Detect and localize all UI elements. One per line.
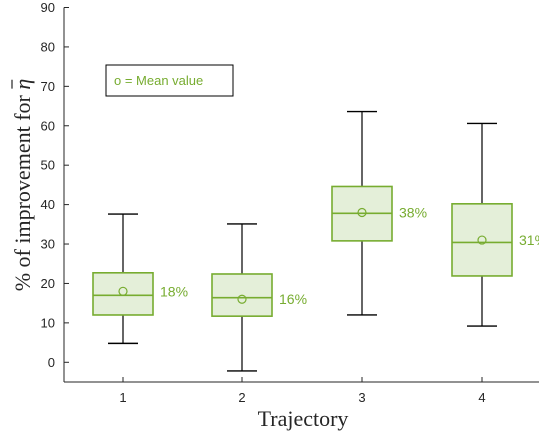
y-axis-label: % of improvement for η bbox=[10, 79, 35, 292]
mean-marker bbox=[477, 235, 487, 245]
y-ticks: 0 10 20 30 40 50 60 70 80 90 bbox=[41, 0, 69, 370]
y-tick-label: 30 bbox=[41, 237, 55, 252]
mean-marker bbox=[357, 207, 367, 218]
y-tick-label: 0 bbox=[48, 355, 55, 370]
y-tick-label: 40 bbox=[41, 197, 55, 212]
iqr-box bbox=[211, 273, 273, 317]
mean-percent-label: 31% bbox=[519, 232, 539, 248]
box-1: 18% bbox=[92, 213, 188, 345]
mean-percent-label: 16% bbox=[279, 291, 307, 307]
y-axis-label-symbol: η bbox=[10, 79, 35, 90]
legend: o = Mean value bbox=[105, 64, 234, 97]
box-3: 38% bbox=[331, 110, 427, 316]
box-4: 31% bbox=[451, 122, 539, 327]
y-tick-label: 60 bbox=[41, 118, 55, 133]
x-tick-label: 3 bbox=[358, 390, 365, 405]
y-axis-label-prefix: % of improvement for bbox=[10, 90, 35, 292]
iqr-box bbox=[92, 272, 154, 316]
iqr-box bbox=[451, 203, 513, 277]
y-tick-label: 90 bbox=[41, 0, 55, 15]
mean-percent-label: 38% bbox=[399, 204, 427, 220]
axes bbox=[63, 7, 539, 383]
boxes: 18% 16% 38% 31% bbox=[92, 110, 539, 372]
y-tick-label: 10 bbox=[41, 315, 55, 330]
x-ticks: 1 2 3 4 bbox=[119, 377, 486, 405]
legend-text: o = Mean value bbox=[114, 73, 203, 88]
x-axis-label: Trajectory bbox=[258, 406, 349, 431]
y-tick-label: 70 bbox=[41, 79, 55, 94]
y-tick-label: 50 bbox=[41, 158, 55, 173]
y-tick-label: 20 bbox=[41, 276, 55, 291]
mean-marker bbox=[237, 294, 247, 304]
x-tick-label: 4 bbox=[478, 390, 485, 405]
mean-percent-label: 18% bbox=[160, 283, 188, 299]
y-tick-label: 80 bbox=[41, 39, 55, 54]
x-tick-label: 2 bbox=[238, 390, 245, 405]
legend-box bbox=[105, 64, 234, 97]
x-tick-label: 1 bbox=[119, 390, 126, 405]
mean-marker bbox=[118, 286, 128, 296]
box-2: 16% bbox=[211, 223, 307, 372]
